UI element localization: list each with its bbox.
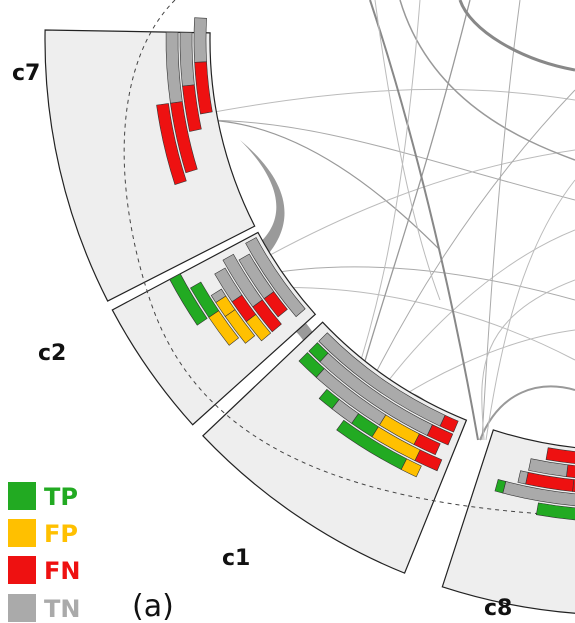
- chord-line: [349, 0, 471, 416]
- chord-line: [199, 119, 575, 201]
- legend-swatch-fp: [8, 519, 36, 547]
- chord-line: [374, 0, 441, 301]
- chord-ribbon: [230, 140, 285, 282]
- cluster-label-c7: c7: [12, 61, 40, 86]
- legend-label-tn: TN: [44, 595, 80, 623]
- chord-line: [399, 0, 575, 161]
- cluster-label-c1: c1: [222, 546, 250, 571]
- legend-label-fp: FP: [44, 520, 78, 548]
- c2-bar-7-tp: [169, 273, 208, 326]
- sector-c1: [202, 321, 468, 574]
- chord-line: [369, 0, 479, 441]
- c1-bar-3-tp: [298, 352, 325, 378]
- legend-label-fn: FN: [44, 557, 80, 585]
- c2-bar-4-tn: [214, 267, 243, 303]
- c1-bar-4-tp: [318, 388, 340, 410]
- cluster-label-c2: c2: [38, 341, 66, 366]
- c2-bar-6-tp: [190, 281, 220, 318]
- chord-line: [199, 119, 441, 251]
- c7-bar-3-tn: [165, 31, 183, 104]
- chord-line: [485, 179, 575, 441]
- c2-bar-2-tn: [238, 253, 275, 300]
- panel-label: (a): [132, 589, 174, 623]
- c1-bar-1-tn: [318, 332, 446, 427]
- c1-bar-5-tp: [336, 419, 408, 470]
- c2-bar-1-tn: [245, 237, 306, 318]
- chord-line: [479, 385, 575, 441]
- chord-line: [233, 149, 575, 276]
- confusion-bars: [156, 17, 575, 521]
- legend-swatch-tn: [8, 594, 36, 622]
- c2-bar-3-tn: [222, 253, 263, 308]
- c7-bar-2-tn: [179, 32, 195, 87]
- cluster-sectors: [44, 29, 575, 614]
- chord-line: [481, 279, 575, 441]
- c2-bar-5-tn: [210, 288, 227, 303]
- legend-swatch-tp: [8, 482, 36, 510]
- c8-bar-4-tp: [494, 479, 507, 494]
- chord-connections: [197, 0, 575, 441]
- c8-bar-5-tp: [535, 502, 575, 521]
- c1-bar-2-tp: [308, 342, 329, 363]
- chord-line: [458, 0, 575, 72]
- chord-line: [481, 0, 521, 441]
- legend-label-tp: TP: [44, 483, 78, 511]
- c8-bar-3-tn: [517, 470, 529, 485]
- c7-bar-4-fn: [156, 103, 187, 185]
- chord-line: [197, 88, 575, 116]
- chord-line: [344, 0, 421, 413]
- legend-swatch-fn: [8, 556, 36, 584]
- dashed-reference-arc: [123, 0, 561, 516]
- c8-bar-2-tn: [528, 458, 569, 478]
- legend: TP FP FN TN: [8, 482, 80, 623]
- c7-bar-1-tn: [193, 17, 207, 63]
- cluster-label-c8: c8: [484, 596, 512, 621]
- c8-bar-1-fn: [545, 447, 575, 464]
